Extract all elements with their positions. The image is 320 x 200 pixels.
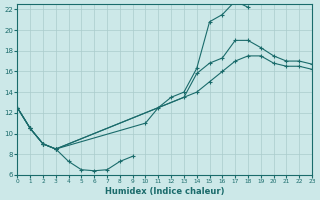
X-axis label: Humidex (Indice chaleur): Humidex (Indice chaleur): [105, 187, 224, 196]
